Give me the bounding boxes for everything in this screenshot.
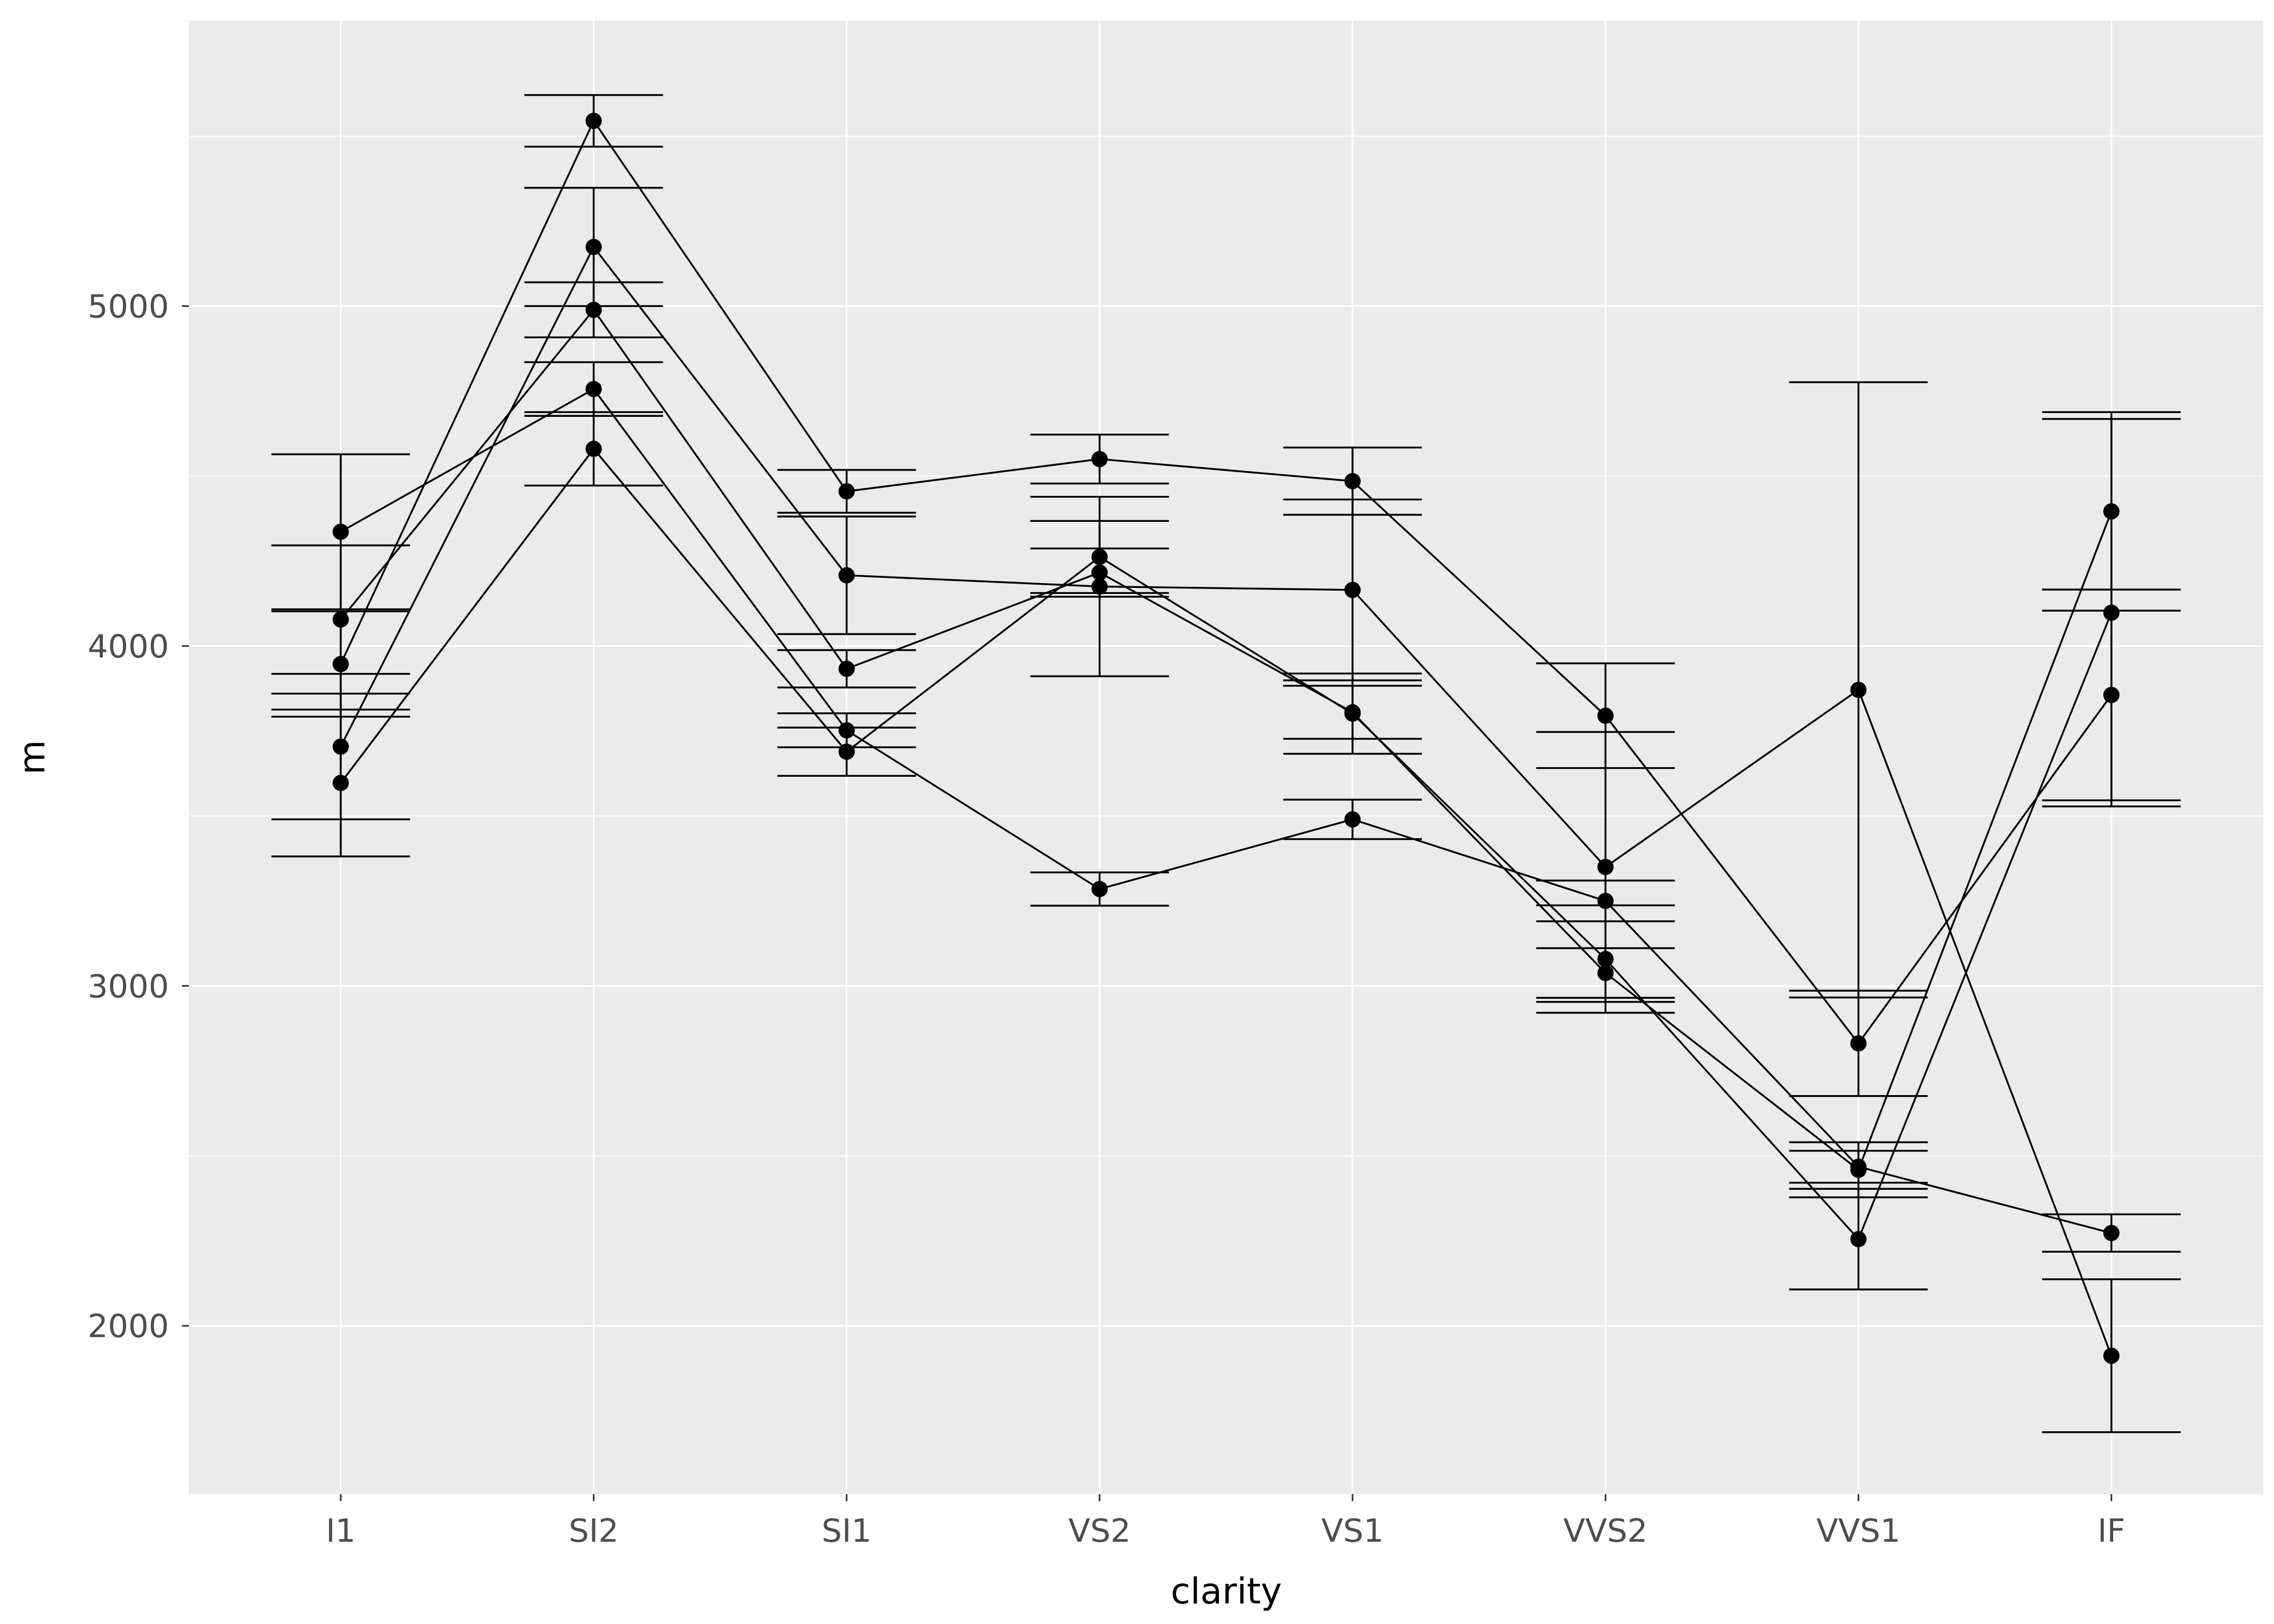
data-point (585, 239, 602, 256)
x-tick-label: IF (2097, 1512, 2125, 1549)
plot-panel (189, 21, 2263, 1494)
data-point (1091, 881, 1108, 898)
data-point (2103, 1347, 2120, 1364)
x-axis-title: clarity (1171, 1570, 1282, 1612)
x-tick-label: VVS1 (1816, 1512, 1901, 1549)
data-point (1597, 965, 1614, 981)
data-point (2103, 503, 2120, 520)
x-tick-label: VS2 (1068, 1512, 1131, 1549)
data-point (838, 722, 855, 739)
data-point (1850, 1035, 1867, 1052)
data-point (332, 775, 349, 791)
y-tick-label: 3000 (88, 967, 169, 1005)
data-point (1091, 564, 1108, 581)
series-line (340, 308, 2113, 1171)
series-line (339, 245, 2113, 1357)
data-point (1344, 811, 1361, 828)
plot-layers: 2000 3000 4000 5000 I1 SI2 SI1 VS2 VS1 VVS2 VVS1 IF (88, 21, 2263, 1549)
y-axis-title: m (11, 740, 53, 775)
data-point (838, 567, 855, 584)
x-tick-label: SI1 (822, 1512, 872, 1549)
x-tick-label: SI2 (568, 1512, 618, 1549)
series-line (339, 119, 2113, 1045)
data-point (1597, 859, 1614, 875)
data-point (585, 441, 602, 457)
x-tick-label: VS1 (1321, 1512, 1383, 1549)
y-tick-label: 2000 (88, 1307, 169, 1345)
data-point (1091, 451, 1108, 468)
data-point (2103, 686, 2120, 703)
data-point (1850, 1231, 1867, 1248)
data-point (1597, 893, 1614, 909)
data-point (1850, 1158, 1867, 1175)
series-line (339, 447, 2113, 1241)
data-point (1344, 704, 1361, 721)
data-point (1850, 682, 1867, 698)
data-point (838, 483, 855, 500)
series-line (340, 388, 2112, 1234)
data-point (585, 381, 602, 397)
data-point (585, 113, 602, 129)
data-point (838, 660, 855, 677)
x-tick-label: VVS2 (1563, 1512, 1648, 1549)
x-tick-label: I1 (326, 1512, 356, 1549)
data-point (1344, 581, 1361, 598)
y-tick-label: 5000 (88, 287, 169, 325)
y-tick-label: 4000 (88, 627, 169, 665)
data-point (1344, 473, 1361, 489)
data-point (2103, 1224, 2120, 1241)
data-point (332, 656, 349, 672)
data-point (332, 523, 349, 540)
data-point (585, 302, 602, 318)
data-point (1597, 708, 1614, 724)
